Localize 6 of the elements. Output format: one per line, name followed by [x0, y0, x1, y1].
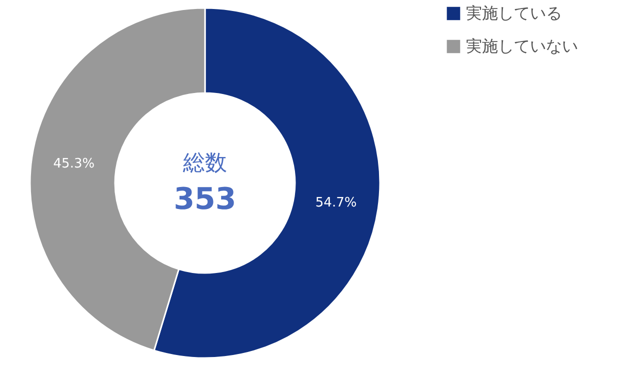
text: 353 — [174, 182, 236, 217]
data-label: 54.7% — [315, 195, 357, 210]
legend-label: 実施している — [466, 4, 562, 22]
data-label: 45.3% — [53, 156, 95, 172]
text: 総数 — [182, 151, 227, 176]
legend-label: 実施していない — [466, 36, 578, 56]
